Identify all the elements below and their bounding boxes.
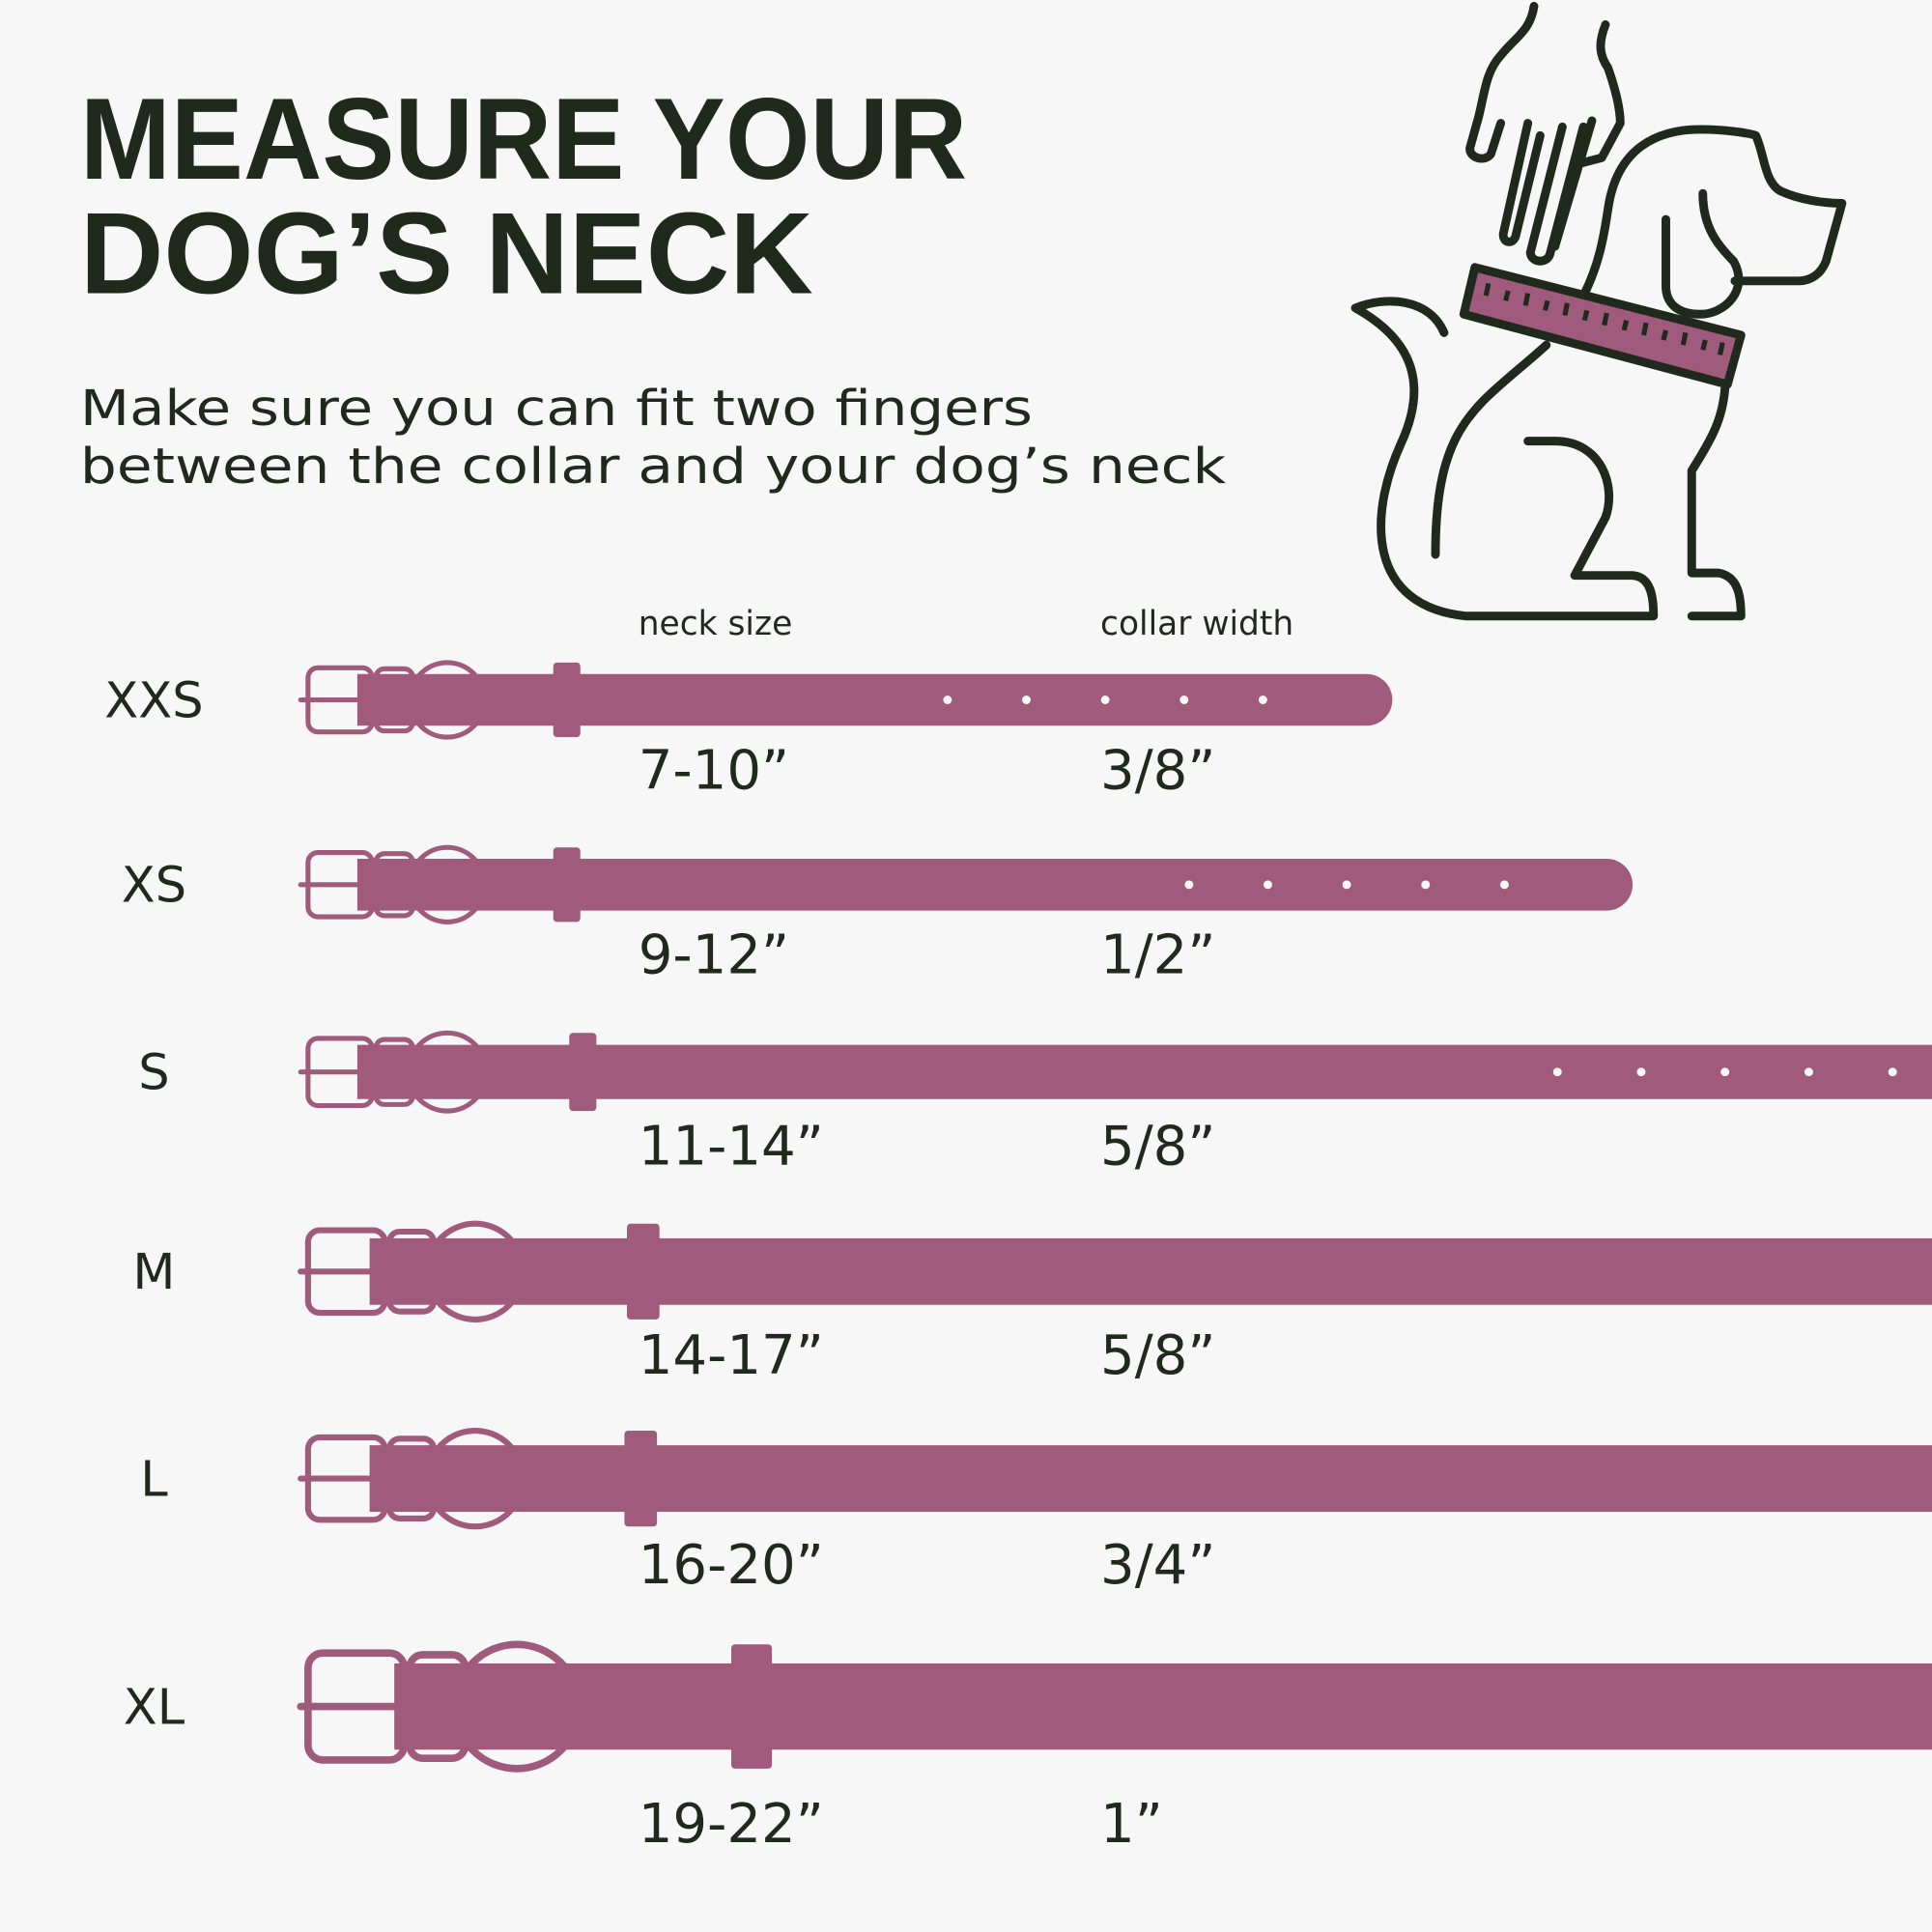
title: MEASURE YOUR bbox=[80, 74, 967, 204]
size-label: XXS bbox=[104, 672, 203, 729]
collar-strap bbox=[394, 1662, 1932, 1750]
collar-row: L 16-20” 3/4” bbox=[140, 1427, 1932, 1597]
collar-width: 5/8” bbox=[1100, 1324, 1215, 1387]
collar-strap bbox=[356, 673, 1393, 726]
collar-width: 1” bbox=[1100, 1793, 1163, 1856]
collar-hole bbox=[1421, 880, 1431, 890]
collar-row: XXS 7-10” 3/8” bbox=[104, 660, 1393, 802]
collar-hole bbox=[1636, 1067, 1646, 1077]
size-label: XL bbox=[124, 1679, 185, 1736]
collar-width: 5/8” bbox=[1100, 1115, 1215, 1178]
collar-hole bbox=[1184, 880, 1194, 890]
collar-width: 1/2” bbox=[1100, 924, 1215, 987]
column-header: neck size bbox=[639, 605, 793, 643]
neck-size: 9-12” bbox=[639, 924, 789, 987]
collar-row: XS 9-12” 1/2” bbox=[122, 844, 1634, 987]
collar-hole bbox=[1720, 1067, 1730, 1077]
neck-size: 11-14” bbox=[639, 1115, 824, 1178]
dog-illustration bbox=[1350, 1, 1847, 621]
collar-loop bbox=[624, 1431, 658, 1527]
subtitle: Make sure you can fit two fingers bbox=[80, 381, 1033, 438]
collar-strap bbox=[356, 1044, 1932, 1099]
collar-hole bbox=[1100, 696, 1110, 704]
collar-strap bbox=[356, 859, 1634, 911]
subtitle: between the collar and your dog’s neck bbox=[80, 439, 1227, 496]
collar-loop bbox=[553, 662, 581, 738]
collar-hole bbox=[1552, 1067, 1562, 1077]
collar-loop bbox=[569, 1033, 597, 1112]
size-label: S bbox=[138, 1045, 169, 1102]
collar-row: XL 19-22” 1” bbox=[124, 1640, 1932, 1856]
collar-loop bbox=[731, 1644, 773, 1769]
collar-row: M 14-17” 5/8” bbox=[132, 1220, 1932, 1387]
collar-hole bbox=[1342, 880, 1351, 890]
collar-hole bbox=[1264, 880, 1272, 890]
collar-hole bbox=[1499, 880, 1509, 890]
collar-hole bbox=[943, 696, 952, 704]
collar-row: S 11-14” 5/8” bbox=[138, 1030, 1932, 1178]
collar-hole bbox=[1804, 1067, 1813, 1077]
collar-strap bbox=[369, 1445, 1932, 1513]
collar-hole bbox=[1179, 696, 1189, 704]
size-label: XS bbox=[122, 858, 186, 915]
size-label: L bbox=[140, 1451, 168, 1508]
collar-strap bbox=[369, 1237, 1932, 1305]
column-header: collar width bbox=[1100, 605, 1293, 643]
neck-size: 19-22” bbox=[639, 1793, 824, 1856]
collar-hole bbox=[1888, 1067, 1897, 1077]
collar-loop bbox=[553, 847, 581, 923]
collar-hole bbox=[1258, 696, 1267, 704]
neck-size: 14-17” bbox=[639, 1324, 824, 1387]
title: DOG’S NECK bbox=[80, 189, 813, 319]
collar-hole bbox=[1022, 696, 1031, 704]
collar-width: 3/8” bbox=[1100, 739, 1215, 802]
size-label: M bbox=[132, 1244, 175, 1301]
neck-size: 7-10” bbox=[639, 739, 789, 802]
collar-loop bbox=[626, 1223, 660, 1320]
collar-width: 3/4” bbox=[1100, 1534, 1215, 1597]
size-rows: XXS 7-10” 3/8” XS 9-12” 1/2” S 11-14” 5/8” M 14-17… bbox=[104, 660, 1932, 1856]
neck-size: 16-20” bbox=[639, 1534, 824, 1597]
